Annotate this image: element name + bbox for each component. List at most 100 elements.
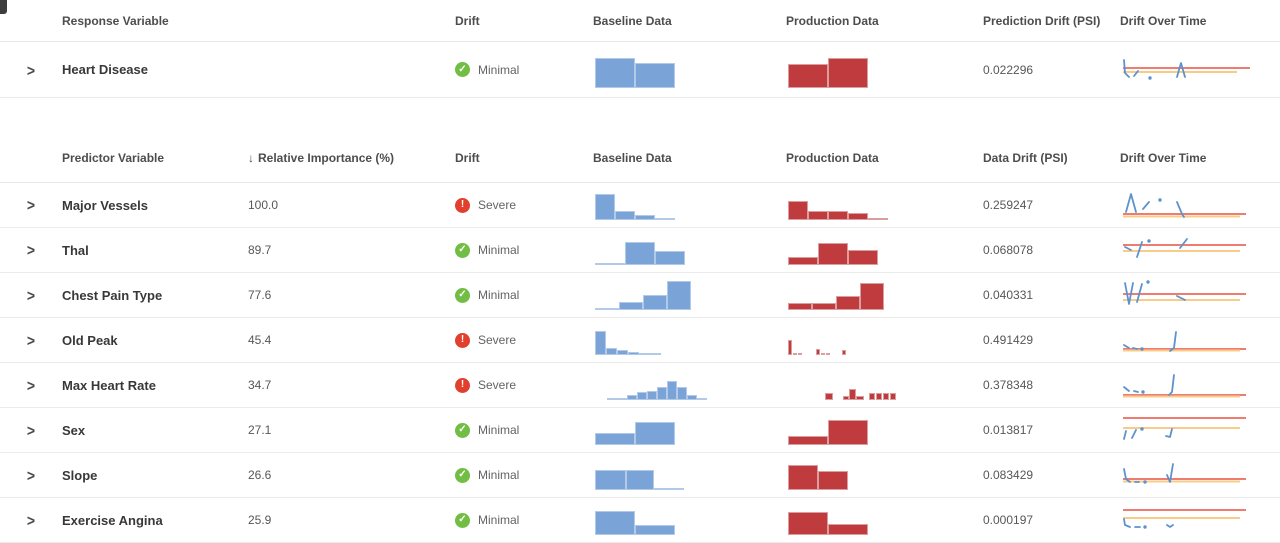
production-histogram-bar [788, 201, 808, 220]
drift-status: ✓ Minimal [455, 422, 593, 438]
production-histogram-bar [856, 396, 864, 400]
col-header-baseline-data[interactable]: Baseline Data [593, 13, 672, 28]
baseline-histogram-bar [619, 302, 643, 310]
baseline-histogram-bar [628, 352, 639, 355]
drift-metric-segment [1169, 331, 1177, 352]
drift-metric-segment [1131, 429, 1137, 439]
col-header-production-data[interactable]: Production Data [786, 13, 879, 28]
expand-chevron-icon[interactable]: > [26, 465, 36, 485]
table-row[interactable]: > Sex 27.1 ✓ Minimal 0.013817 [0, 408, 1280, 453]
expand-cell: > [0, 240, 62, 260]
drift-metric-segment [1176, 61, 1186, 78]
predictor-variable-table: Predictor Variable ↓ Relative Importance … [0, 133, 1280, 543]
expand-chevron-icon[interactable]: > [26, 60, 36, 79]
production-histogram-bar [818, 471, 848, 490]
variable-name: Heart Disease [62, 62, 148, 77]
relative-importance-value: 100.0 [248, 198, 279, 212]
severe-alert-icon: ! [455, 332, 470, 348]
col-header-relative-importance[interactable]: ↓ Relative Importance (%) [248, 151, 455, 165]
baseline-histogram-bar [635, 422, 675, 445]
drift-over-time-cell [1120, 370, 1280, 400]
drift-metric-segment [1176, 295, 1186, 301]
production-data-histogram [786, 52, 983, 88]
col-header-data-drift-psi[interactable]: Data Drift (PSI) [983, 150, 1068, 165]
drift-over-time-sparkline [1123, 238, 1246, 258]
table-row[interactable]: > Old Peak 45.4! Severe 0.491429 [0, 318, 1280, 363]
table-row[interactable]: > Slope 26.6 ✓ Minimal 0.083429 [0, 453, 1280, 498]
relative-importance-value: 25.9 [248, 513, 272, 527]
table-row[interactable]: > Exercise Angina 25.9 ✓ Minimal 0.000197 [0, 498, 1280, 543]
drift-psi-value: 0.259247 [983, 198, 1034, 212]
variable-name: Thal [62, 242, 89, 258]
drift-psi-value: 0.000197 [983, 513, 1034, 527]
drift-status-label: Minimal [478, 468, 520, 482]
col-header-predictor-variable[interactable]: Predictor Variable [62, 150, 165, 165]
expand-cell: > [0, 60, 62, 79]
production-histogram-bar [818, 243, 848, 265]
drift-metric-point [1141, 390, 1145, 394]
drift-psi-value: 0.068078 [983, 243, 1034, 257]
expand-chevron-icon[interactable]: > [26, 240, 36, 260]
table-row[interactable]: > Max Heart Rate 34.7! Severe 0.378348 [0, 363, 1280, 408]
expand-cell: > [0, 465, 62, 485]
baseline-histogram-bar [595, 433, 635, 445]
col-header-drift[interactable]: Drift [455, 13, 480, 28]
expand-chevron-icon[interactable]: > [26, 510, 36, 530]
expand-chevron-icon[interactable]: > [26, 375, 36, 395]
expand-chevron-icon[interactable]: > [26, 195, 36, 215]
sort-descending-icon[interactable]: ↓ [248, 150, 254, 165]
expand-chevron-icon[interactable]: > [26, 330, 36, 350]
col-header-response-variable[interactable]: Response Variable [62, 13, 169, 28]
production-histogram-bar [836, 296, 860, 310]
baseline-histogram-bar [617, 350, 628, 355]
production-histogram-bar [828, 524, 868, 535]
drift-status: ✓ Minimal [455, 287, 593, 303]
drift-metric-point [1146, 280, 1150, 284]
drift-over-time-sparkline [1123, 280, 1246, 305]
production-histogram-bar [849, 389, 856, 400]
baseline-histogram-bar [655, 251, 685, 265]
baseline-histogram-bar [595, 308, 619, 310]
predictor-table-header: Predictor Variable ↓ Relative Importance … [0, 133, 1280, 183]
production-histogram-bar [798, 353, 802, 355]
col-header-drift[interactable]: Drift [455, 150, 480, 165]
col-header-baseline-data[interactable]: Baseline Data [593, 150, 672, 165]
baseline-histogram-bar [697, 398, 707, 400]
baseline-histogram-bar [626, 470, 654, 490]
drift-status-label: Minimal [478, 243, 520, 257]
expand-cell: > [0, 420, 62, 440]
col-header-drift-over-time[interactable]: Drift Over Time [1120, 13, 1207, 28]
drift-over-time-cell [1120, 55, 1280, 85]
production-data-histogram [786, 235, 983, 265]
severe-alert-icon: ! [455, 197, 470, 213]
drift-metric-segment [1176, 201, 1185, 218]
production-histogram-bar [788, 303, 812, 310]
expand-chevron-icon[interactable]: > [26, 420, 36, 440]
drift-metric-segment [1123, 386, 1130, 392]
drift-status: ! Severe [455, 332, 593, 348]
table-row[interactable]: > Major Vessels 100.0! Severe 0.259247 [0, 183, 1280, 228]
col-header-drift-over-time[interactable]: Drift Over Time [1120, 150, 1207, 165]
drift-over-time-cell [1120, 325, 1280, 355]
production-data-histogram [786, 415, 983, 445]
relative-importance-value: 26.6 [248, 468, 272, 482]
table-row[interactable]: > Chest Pain Type 77.6 ✓ Minimal 0.040331 [0, 273, 1280, 318]
drift-metric-segment [1168, 374, 1175, 396]
drift-metric-segment [1133, 69, 1139, 77]
drift-psi-value: 0.491429 [983, 333, 1034, 347]
baseline-histogram-bar [654, 488, 684, 490]
table-row[interactable]: > Thal 89.7 ✓ Minimal 0.068078 [0, 228, 1280, 273]
production-histogram-bar [793, 353, 797, 355]
production-data-histogram [786, 505, 983, 535]
drift-psi-value: 0.040331 [983, 288, 1034, 302]
table-row[interactable]: > Heart Disease ✓ Minimal 0.022296 [0, 42, 1280, 98]
expand-cell: > [0, 285, 62, 305]
drift-over-time-cell [1120, 505, 1280, 535]
production-data-histogram [786, 460, 983, 490]
production-histogram-bar [788, 63, 828, 88]
drift-metric-point [1143, 480, 1147, 484]
col-header-production-data[interactable]: Production Data [786, 150, 879, 165]
drift-metric-segment [1136, 241, 1143, 258]
expand-chevron-icon[interactable]: > [26, 285, 36, 305]
col-header-prediction-drift-psi[interactable]: Prediction Drift (PSI) [983, 13, 1101, 28]
